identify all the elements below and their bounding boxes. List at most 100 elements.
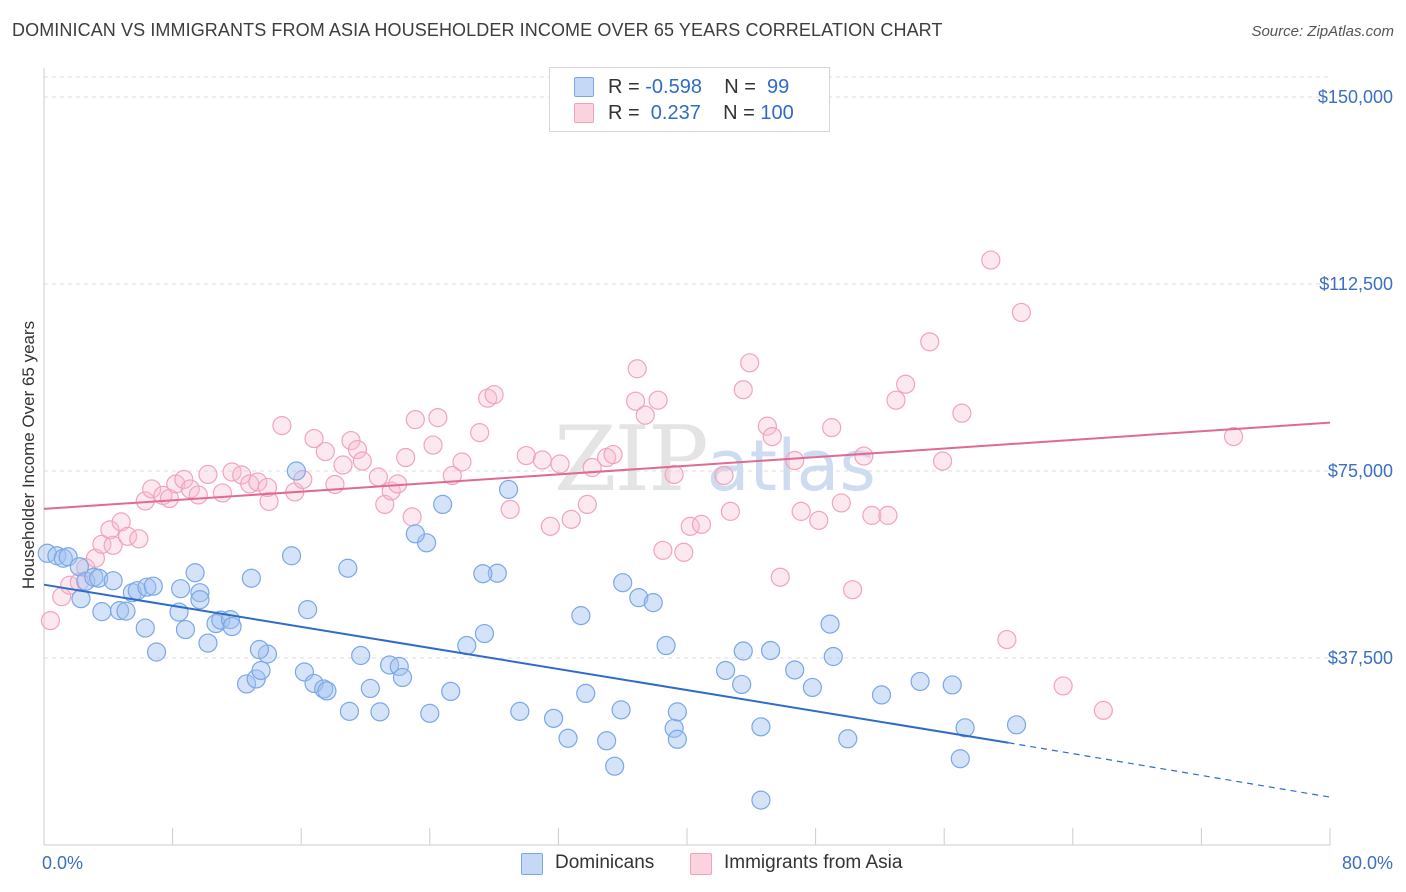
point-asia [997,629,1017,650]
point-asia [304,428,324,449]
point-asia [1223,426,1244,447]
point-dominicans [942,675,962,695]
x-tick-label: 80.0% [1342,853,1393,873]
point-dominicans [405,524,425,544]
point-asia [315,441,335,462]
point-asia [347,439,368,460]
point-asia [532,450,552,470]
point-dominicans [751,790,771,810]
point-asia [842,580,863,600]
point-asia [733,380,753,400]
bottom-legend-swatch-asia [690,853,712,875]
point-dominicans [760,640,781,661]
point-dominicans [457,635,477,656]
point-asia [757,416,777,436]
point-asia [257,477,278,498]
point-dominicans [715,660,736,681]
point-asia [212,483,233,503]
point-asia [1011,302,1031,323]
source-label: Source: ZipAtlas.com [1251,23,1394,40]
point-asia [100,520,120,540]
correlation-legend: R = -0.598 N = 99 R = 0.237 N = 100 [549,67,830,132]
point-dominicans [838,729,858,749]
point-dominicans [339,701,360,721]
point-dominicans [389,656,409,677]
point-dominicans [314,679,334,699]
point-dominicans [751,717,771,737]
trend-line-dominicans [43,583,1009,744]
point-dominicans [433,494,453,515]
point-dominicans [116,601,136,621]
point-dominicans [71,589,91,609]
point-dominicans [802,677,822,698]
point-dominicans [360,678,380,699]
point-dominicans [629,588,649,608]
point-asia [648,390,668,410]
point-dominicans [251,660,271,681]
point-asia [720,501,741,521]
point-dominicans [89,568,109,588]
point-asia [550,454,570,474]
point-asia [920,332,940,352]
point-asia [396,447,416,468]
point-dominicans [664,718,684,738]
point-dominicans [281,546,302,566]
point-asia [603,444,623,465]
point-dominicans [820,614,840,634]
point-dominicans [351,645,371,666]
point-dominicans [241,568,261,588]
point-dominicans [190,583,210,603]
legend-n-label: N = [723,102,761,124]
point-asia [142,479,162,499]
point-asia [198,464,218,485]
point-dominicans [785,660,805,680]
point-dominicans [370,702,390,722]
x-tick-label: 0.0% [42,853,83,873]
point-dominicans [667,702,687,722]
point-dominicans [190,590,210,610]
watermark: ZIPatlas [554,407,876,512]
point-asia [862,505,882,525]
point-dominicans [955,718,975,738]
trend-line-asia [43,421,1331,510]
point-dominicans [611,700,631,720]
point-dominicans [380,655,400,675]
bottom-legend-label-dominicans: Dominicans [555,852,655,873]
point-asia [791,501,811,521]
point-dominicans [1006,715,1027,735]
point-dominicans [823,646,843,667]
point-dominicans [420,703,440,723]
point-dominicans [733,641,753,661]
point-asia [117,526,138,546]
point-asia [577,494,597,515]
point-dominicans [576,683,596,704]
point-asia [259,491,279,512]
point-asia [442,465,462,486]
point-asia [272,416,292,436]
point-asia [952,403,972,423]
point-dominicans [236,674,257,694]
point-asia [664,464,684,485]
point-dominicans [103,571,123,591]
point-dominicans [92,602,112,622]
point-asia [822,418,842,438]
bottom-legend-swatch-dominicans [521,853,543,875]
point-dominicans [643,593,663,613]
legend-n-value: 100 [760,102,794,124]
point-asia [625,391,646,411]
point-asia [831,493,851,513]
point-asia [40,610,61,631]
watermark-zip: ZIP [554,407,709,512]
point-dominicans [667,729,687,749]
point-asia [103,535,123,555]
point-asia [896,374,916,394]
point-asia [452,452,472,472]
point-dominicans [605,756,625,776]
point-dominicans [171,579,191,599]
legend-swatch-dominicans [574,77,594,97]
point-asia [484,385,504,405]
point-dominicans [286,461,306,481]
point-dominicans [338,558,358,578]
point-dominicans [317,681,337,701]
